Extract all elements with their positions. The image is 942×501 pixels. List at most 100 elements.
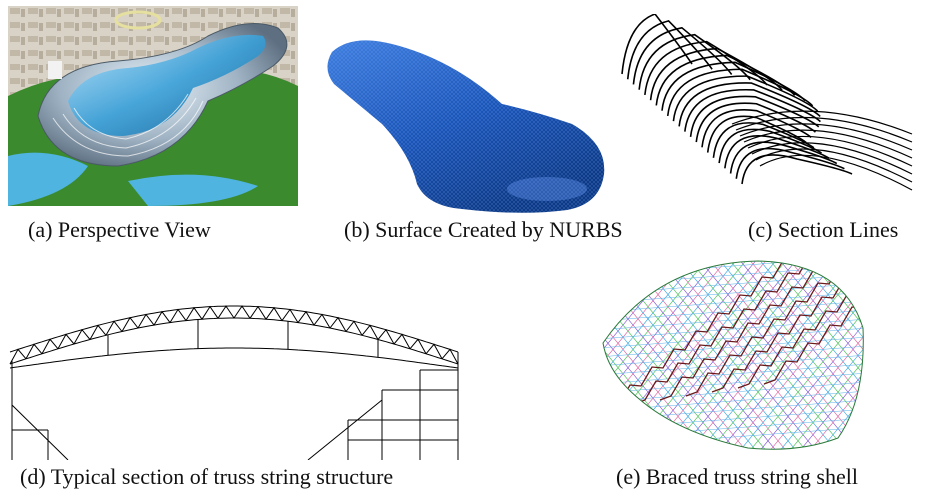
- mesh-line: [697, 261, 859, 450]
- section-arch: [729, 141, 838, 174]
- mesh-line: [603, 363, 864, 385]
- panel-c-section-lines: [612, 14, 942, 214]
- mesh-line: [603, 261, 669, 450]
- mesh-line: [667, 261, 829, 450]
- string-cable: [9, 319, 459, 369]
- perspective-render: [8, 6, 298, 206]
- mesh-line: [603, 372, 864, 394]
- mesh-line: [817, 261, 864, 450]
- mesh-line: [603, 261, 689, 450]
- mesh-line: [747, 261, 864, 450]
- truss-band: [659, 261, 837, 401]
- mesh-line: [757, 261, 864, 450]
- mesh-line: [603, 354, 864, 376]
- section-cross-line: [743, 129, 913, 159]
- mesh-line: [603, 261, 709, 450]
- nurbs-surface-shape: [327, 40, 605, 213]
- mesh-line: [603, 309, 864, 331]
- mesh-line: [737, 261, 864, 450]
- truss-web: [9, 305, 459, 365]
- section-arch: [661, 61, 806, 111]
- truss-band: [763, 261, 864, 385]
- mesh-line: [603, 261, 669, 450]
- mesh-line: [603, 261, 629, 450]
- section-arch: [741, 154, 853, 185]
- truss-band: [737, 261, 864, 389]
- section-cross-line: [731, 110, 913, 135]
- mesh-line: [837, 261, 864, 450]
- truss-top-chord: [9, 305, 459, 353]
- truss-section-drawing: [9, 305, 459, 460]
- truss-bottom-chord: [9, 317, 459, 365]
- section-cross-line: [755, 148, 913, 183]
- mesh-line: [603, 261, 719, 450]
- mesh-line: [603, 261, 629, 450]
- left-support: [11, 360, 69, 460]
- section-arch: [735, 147, 845, 179]
- truss-band: [633, 261, 811, 405]
- panel-d-truss-section: [8, 290, 468, 460]
- right-support: [307, 352, 459, 460]
- mesh-line: [603, 345, 864, 367]
- mesh-line: [807, 261, 864, 450]
- section-cross-lines: [731, 110, 913, 191]
- panel-a-perspective-view: [8, 6, 298, 206]
- caption-a: (a) Perspective View: [28, 217, 211, 242]
- section-arch: [718, 128, 822, 164]
- truss-arch: [9, 305, 459, 365]
- section-arch: [672, 75, 819, 122]
- section-arch: [695, 102, 816, 143]
- plaza-circle: [114, 10, 162, 30]
- mesh-line: [797, 261, 864, 450]
- mesh-line: [787, 261, 864, 450]
- mesh-line: [837, 261, 864, 450]
- panel-b-nurbs-surface: [322, 14, 612, 214]
- braced-shell-drawing: [602, 260, 864, 450]
- caption-c: (c) Section Lines: [748, 217, 899, 242]
- mesh-line: [767, 261, 864, 450]
- surface-mesh: [327, 40, 605, 213]
- mesh-line: [603, 390, 864, 412]
- section-arch: [678, 82, 821, 127]
- mesh-line: [603, 261, 729, 450]
- mesh-line: [603, 336, 864, 358]
- truss-band: [607, 261, 785, 409]
- cable-line: [9, 347, 459, 369]
- mesh-line: [603, 327, 864, 349]
- mesh-line: [603, 408, 864, 430]
- surface-highlight: [507, 177, 587, 201]
- glass-roof: [68, 34, 266, 137]
- mesh-line: [603, 282, 864, 304]
- section-arch: [621, 14, 693, 75]
- mesh-line: [677, 261, 839, 450]
- mesh-line: [603, 291, 864, 313]
- tower: [48, 61, 62, 79]
- section-arch: [684, 89, 821, 132]
- water-pond: [8, 152, 88, 206]
- mesh-line: [603, 300, 864, 322]
- section-lines-drawing: [621, 14, 913, 191]
- section-arch: [689, 95, 820, 137]
- shell-mesh: [603, 261, 864, 450]
- mesh-line: [787, 261, 864, 450]
- mesh-line: [603, 381, 864, 403]
- water-front: [128, 174, 258, 206]
- mesh-line: [603, 261, 864, 277]
- panel-e-braced-shell: [598, 258, 868, 453]
- section-cross-line: [735, 116, 913, 143]
- roof-ribs: [52, 93, 204, 157]
- caption-d: (d) Typical section of truss string stru…: [20, 464, 394, 489]
- section-cross-line: [739, 123, 913, 151]
- mesh-line: [603, 261, 649, 450]
- mesh-line: [647, 261, 809, 450]
- section-cross-line: [759, 154, 913, 191]
- section-arch: [649, 47, 783, 101]
- section-arches: [621, 14, 853, 185]
- mesh-line: [603, 318, 864, 340]
- mesh-line: [603, 261, 689, 450]
- mesh-line: [797, 261, 864, 450]
- caption-e: (e) Braced truss string shell: [616, 464, 858, 489]
- section-cross-line: [747, 135, 913, 167]
- section-cross-line: [751, 142, 913, 175]
- caption-b: (b) Surface Created by NURBS: [344, 217, 623, 242]
